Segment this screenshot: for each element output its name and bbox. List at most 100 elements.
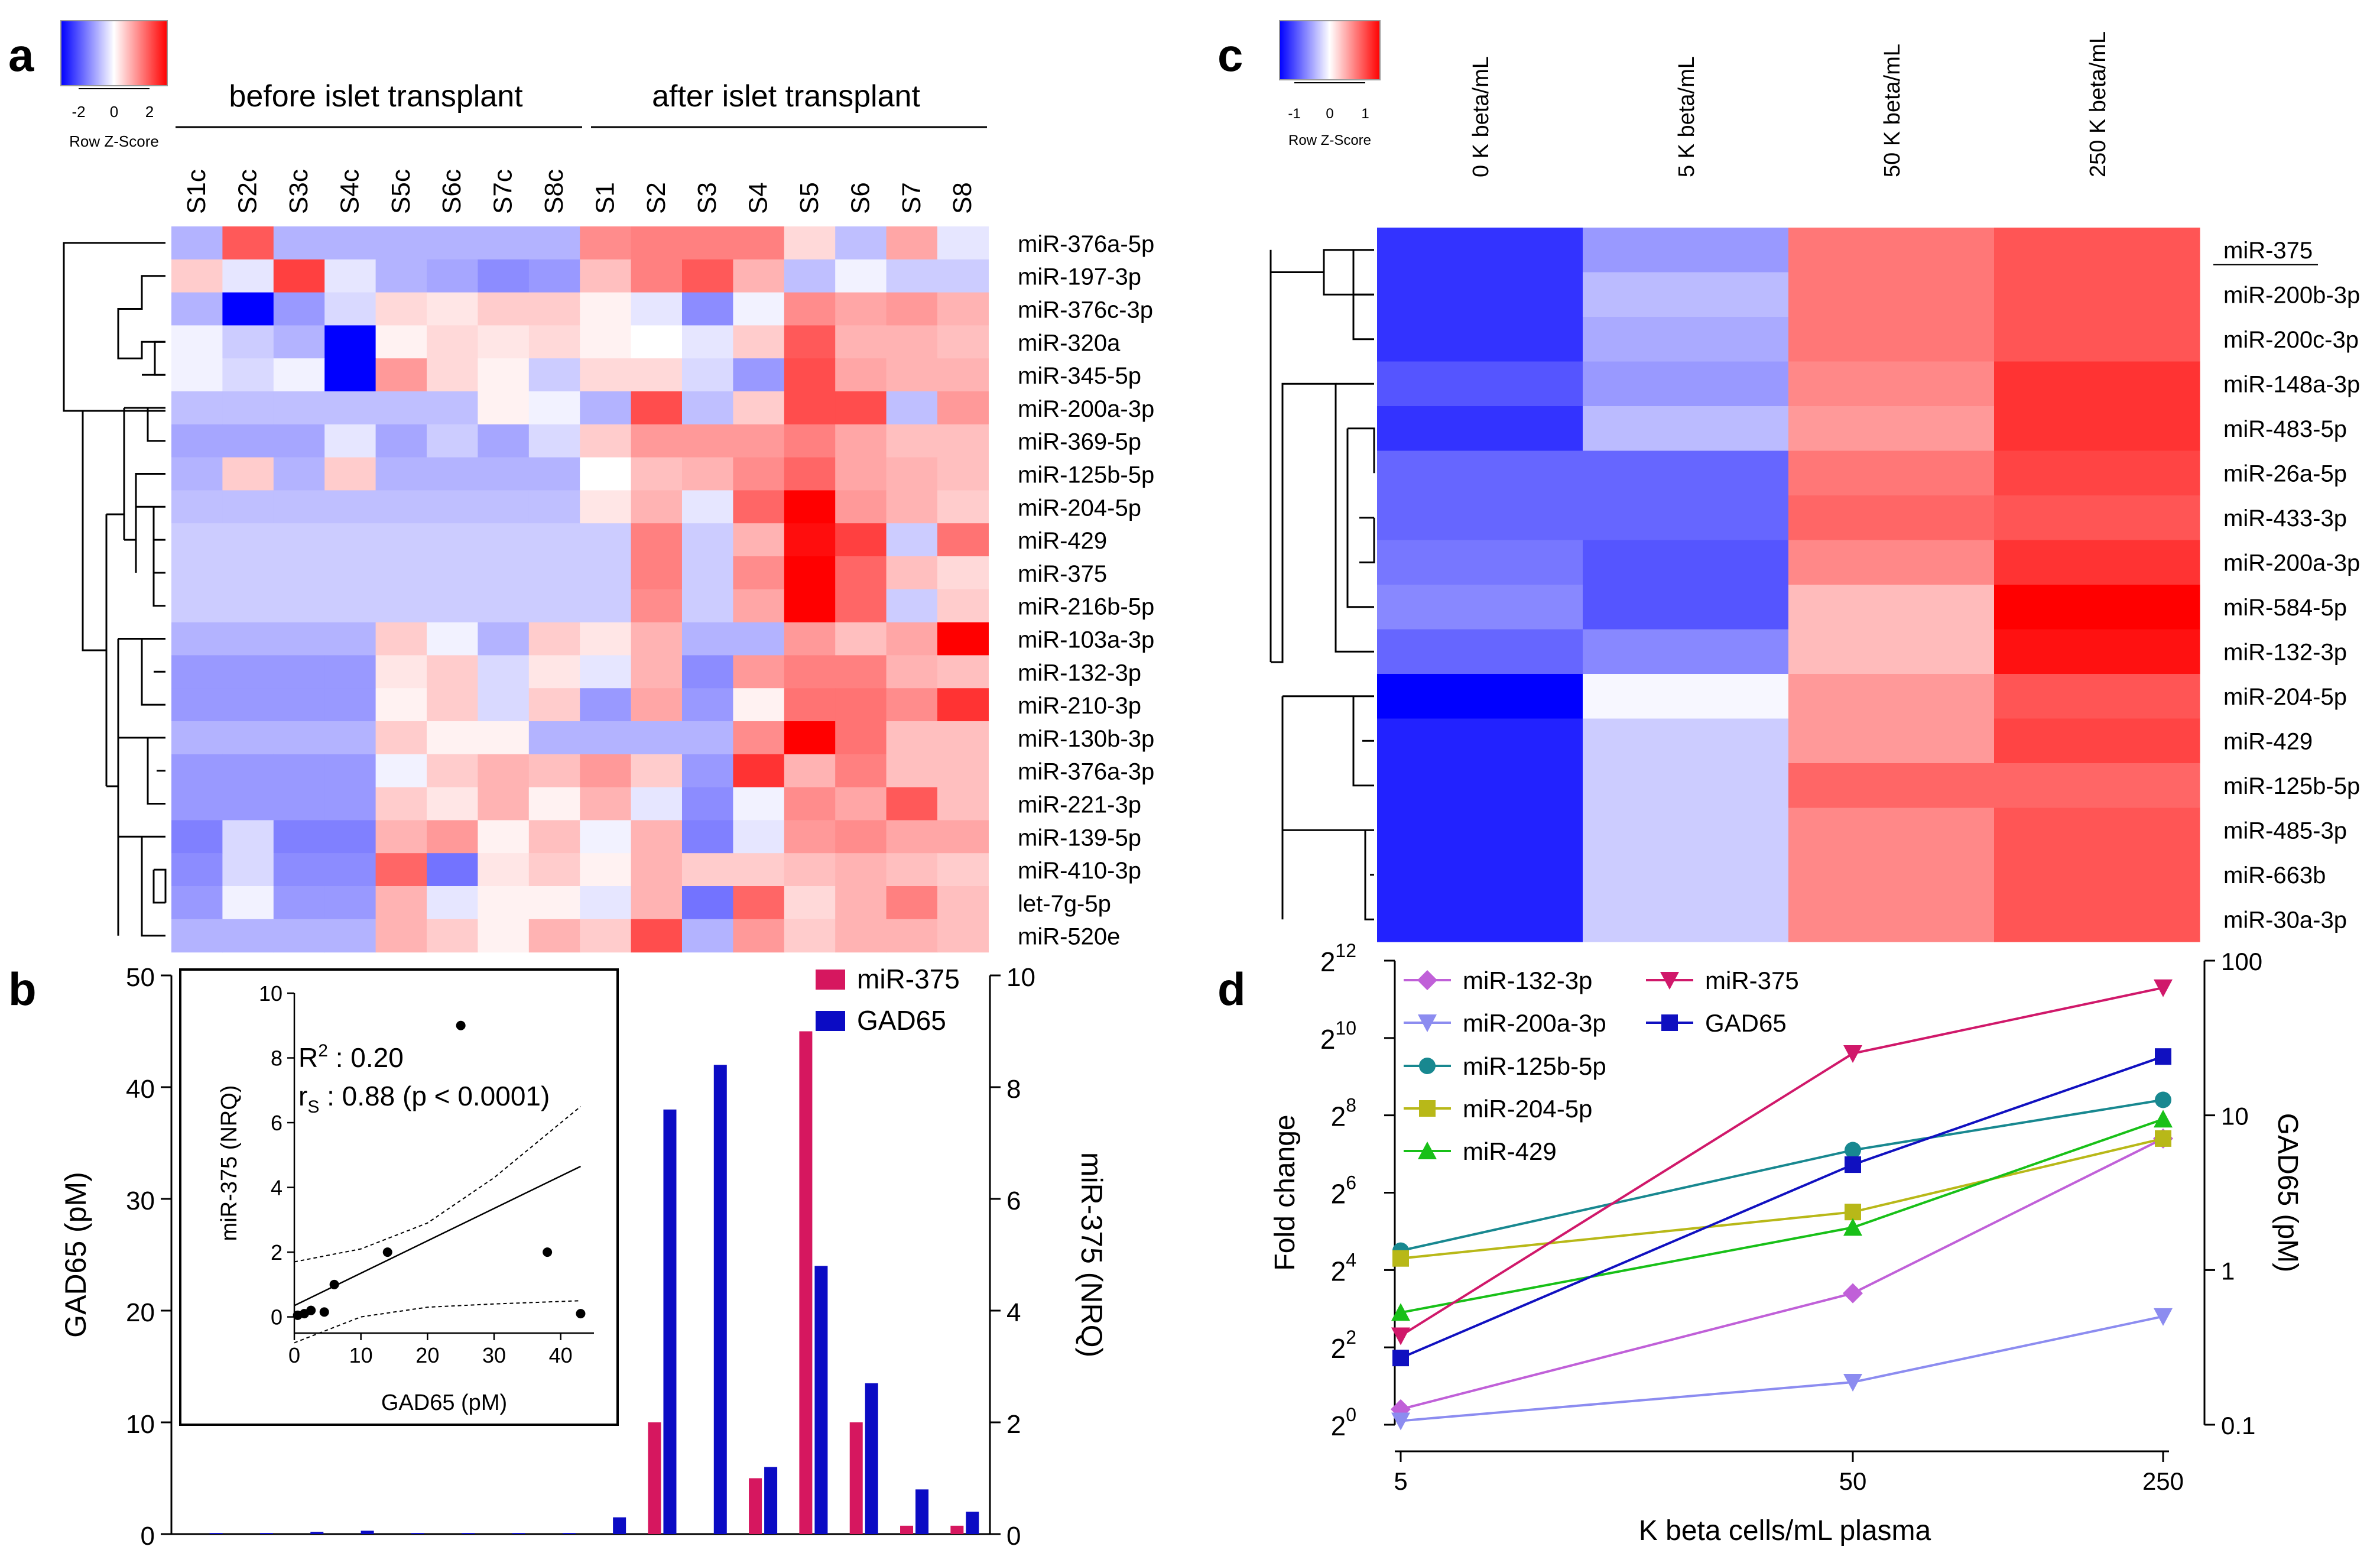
heatmap-a-cell <box>631 259 683 293</box>
series-point <box>1843 1218 1862 1236</box>
heatmap-c-cell <box>1377 540 1583 585</box>
bar-gad65 <box>663 1109 677 1534</box>
heatmap-a-cell <box>886 490 938 524</box>
heatmap-a-cell <box>427 589 478 623</box>
heatmap-a-cell <box>427 325 478 359</box>
heatmap-a-cell <box>528 820 580 854</box>
heatmap-a-cell <box>222 457 274 491</box>
heatmap-a-row-label: miR-520e <box>1018 924 1120 950</box>
heatmap-a-cell <box>733 853 785 887</box>
heatmap-a-cell <box>580 919 632 953</box>
heatmap-a-column-label: S8 <box>948 182 977 214</box>
heatmap-a-cell <box>886 523 938 557</box>
heatmap-a-cell <box>171 490 223 524</box>
heatmap-a-cell <box>427 622 478 656</box>
heatmap-a-cell <box>324 754 376 788</box>
heatmap-c-cell <box>1788 228 1995 273</box>
heatmap-a-cell <box>784 721 836 755</box>
heatmap-a-cell <box>171 919 223 953</box>
heatmap-c-row-label: miR-584-5p <box>2223 595 2347 621</box>
dendrogram-branch <box>117 275 165 376</box>
heatmap-a-cell <box>835 457 887 491</box>
heatmap-a-cell <box>886 457 938 491</box>
x-tick-label: 250 <box>2142 1467 2184 1495</box>
heatmap-a-cell <box>324 556 376 590</box>
heatmap-c-cell <box>1377 495 1583 541</box>
heatmap-a-cell <box>886 820 938 854</box>
heatmap-a-cell <box>273 655 325 689</box>
bar-gad65 <box>764 1467 778 1534</box>
heatmap-a-cell <box>375 358 427 392</box>
dendrogram-branch <box>63 242 165 412</box>
heatmap-a-cell <box>427 853 478 887</box>
heatmap-a-cell <box>631 424 683 458</box>
heatmap-a-cell <box>835 259 887 293</box>
inset-x-tick-label: 40 <box>549 1343 573 1367</box>
heatmap-a-cell <box>631 688 683 722</box>
heatmap-a-cell <box>937 325 989 359</box>
heatmap-c-cell <box>1994 317 2200 362</box>
heatmap-c-cell <box>1377 674 1583 719</box>
left-tick-label: 50 <box>126 963 155 992</box>
heatmap-a-cell <box>478 853 530 887</box>
heatmap-a-cell <box>171 787 223 821</box>
heatmap-a-cell <box>682 886 733 920</box>
heatmap-a-cell <box>528 226 580 260</box>
legend-swatch-mir375 <box>816 970 845 990</box>
heatmap-a-cell <box>682 457 733 491</box>
heatmap-a-cell <box>528 292 580 326</box>
heatmap-c-cell <box>1994 674 2200 719</box>
heatmap-a-cell <box>273 424 325 458</box>
heatmap-a-cell <box>682 688 733 722</box>
heatmap-a-cell <box>222 787 274 821</box>
heatmap-a-cell <box>682 721 733 755</box>
heatmap-a-cell <box>324 721 376 755</box>
heatmap-a-cell <box>835 358 887 392</box>
heatmap-a-cell <box>580 589 632 623</box>
heatmap-a-cell <box>937 391 989 425</box>
heatmap-c-row-label: miR-663b <box>2223 863 2326 889</box>
heatmap-a-cell <box>375 622 427 656</box>
heatmap-a-cell <box>682 556 733 590</box>
heatmap-a-cell <box>682 358 733 392</box>
heatmap-a-cell <box>222 358 274 392</box>
heatmap-a-cell <box>733 820 785 854</box>
heatmap-c-cell <box>1788 674 1995 719</box>
heatmap-c-cell <box>1377 361 1583 407</box>
legend-marker <box>1419 1058 1436 1074</box>
heatmap-a-color-key <box>60 20 168 86</box>
heatmap-a-cell <box>631 490 683 524</box>
heatmap-a-cell <box>937 655 989 689</box>
left-tick-label: 212 <box>1320 940 1356 977</box>
series-point <box>1845 1142 1861 1159</box>
legend-marker <box>1419 1100 1436 1117</box>
heatmap-a-cell <box>631 853 683 887</box>
bar-gad65 <box>613 1517 626 1534</box>
heatmap-a-cell <box>427 292 478 326</box>
heatmap-a-cell <box>324 424 376 458</box>
inset-point <box>576 1309 586 1319</box>
heatmap-a-cell <box>528 754 580 788</box>
heatmap-c-cell <box>1583 317 1789 362</box>
heatmap-c-cell <box>1377 808 1583 853</box>
heatmap-a-cell <box>733 226 785 260</box>
bar-mir375 <box>950 1525 964 1534</box>
heatmap-c-cell <box>1377 228 1583 273</box>
heatmap-c-cell <box>1583 763 1789 809</box>
heatmap-c-cell <box>1583 897 1789 942</box>
heatmap-a-cell <box>478 688 530 722</box>
dendrogram-branch <box>118 737 165 805</box>
heatmap-c-cell <box>1788 361 1995 407</box>
heatmap-a-cell <box>222 490 274 524</box>
heatmap-a-cell <box>427 391 478 425</box>
heatmap-c-key-title: Row Z-Score <box>1288 132 1371 148</box>
heatmap-a-row-label: miR-204-5p <box>1018 495 1141 521</box>
heatmap-a-cell <box>375 556 427 590</box>
legend-label-gad65: GAD65 <box>857 1005 946 1036</box>
heatmap-a-cell <box>324 688 376 722</box>
legend-label-mir375: miR-375 <box>857 964 960 994</box>
heatmap-a-cell <box>682 325 733 359</box>
heatmap-c-column-label: 0 K beta/mL <box>1469 56 1493 177</box>
right-tick-label: 8 <box>1006 1075 1021 1104</box>
heatmap-a-cell <box>835 919 887 953</box>
